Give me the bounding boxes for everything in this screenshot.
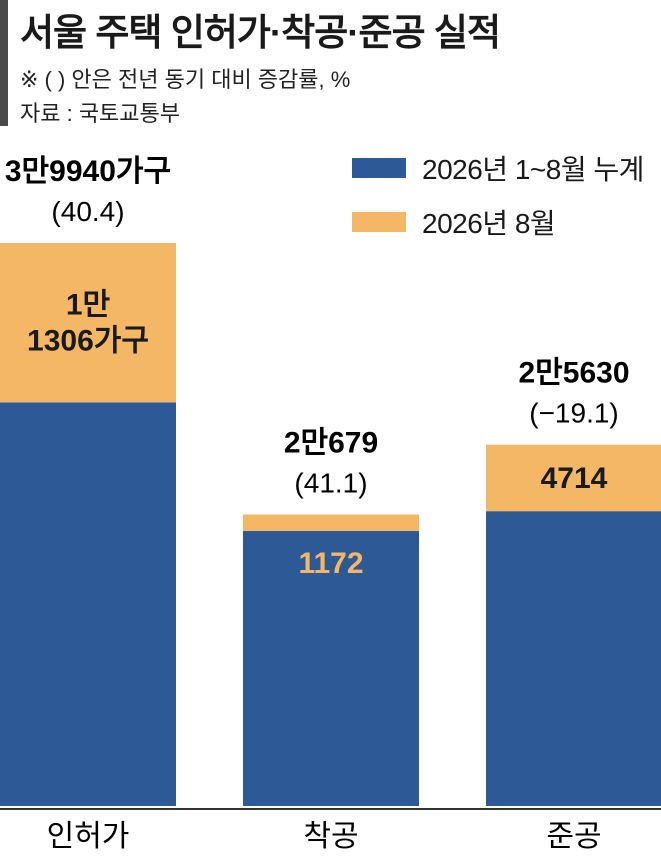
total-label-1: 2만679 — [284, 427, 378, 460]
bar-month-2 — [486, 444, 661, 512]
legend-swatch-month — [352, 212, 406, 232]
category-label-1: 착공 — [303, 820, 358, 853]
legend-item-cumulative: 2026년 1~8월 누계 — [352, 150, 644, 186]
title-accent-bar — [0, 0, 8, 126]
bar-cumulative-0 — [0, 402, 176, 806]
segment-label-0: 1만 1306가구 — [27, 289, 149, 358]
change-note: ※ ( ) 안은 전년 동기 대비 증감률, % — [20, 67, 351, 92]
segment-label-2: 4714 — [541, 462, 608, 495]
page-title: 서울 주택 인허가·착공·준공 실적 — [20, 12, 501, 53]
bar-cumulative-2 — [486, 511, 661, 806]
change-label-0: (40.4) — [51, 196, 124, 227]
legend-item-month: 2026년 8월 — [352, 204, 644, 240]
chart-legend: 2026년 1~8월 누계 2026년 8월 — [352, 150, 644, 258]
total-label-0: 3만9940가구 — [5, 155, 171, 188]
bar-month-0 — [0, 243, 176, 403]
segment-label-1: 1172 — [298, 547, 363, 580]
source-note: 자료 : 국토교통부 — [20, 101, 181, 126]
legend-label-month: 2026년 8월 — [422, 208, 556, 239]
bar-month-1 — [243, 514, 419, 532]
total-label-2: 2만5630 — [518, 357, 629, 390]
change-label-1: (41.1) — [294, 468, 367, 499]
bar-cumulative-1 — [243, 531, 419, 806]
category-label-0: 인허가 — [47, 820, 130, 853]
legend-swatch-cumulative — [352, 158, 406, 178]
category-label-2: 준공 — [546, 820, 601, 853]
legend-label-cumulative: 2026년 1~8월 누계 — [422, 154, 644, 185]
change-label-2: (−19.1) — [529, 398, 619, 429]
